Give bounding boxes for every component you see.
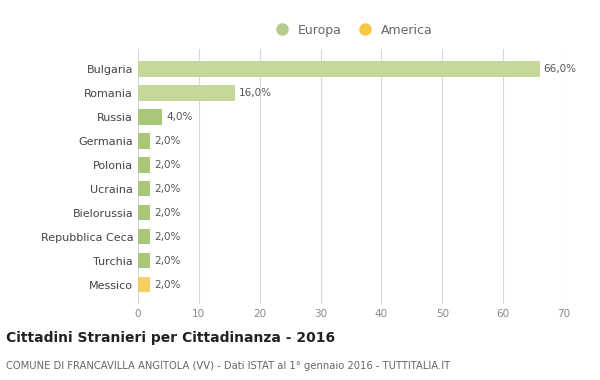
Bar bbox=[138, 181, 150, 196]
Text: COMUNE DI FRANCAVILLA ANGITOLA (VV) - Dati ISTAT al 1° gennaio 2016 - TUTTITALIA: COMUNE DI FRANCAVILLA ANGITOLA (VV) - Da… bbox=[6, 361, 450, 370]
Text: 2,0%: 2,0% bbox=[154, 136, 180, 146]
Text: 2,0%: 2,0% bbox=[154, 256, 180, 266]
Text: 2,0%: 2,0% bbox=[154, 208, 180, 218]
Bar bbox=[138, 109, 163, 125]
Text: 2,0%: 2,0% bbox=[154, 184, 180, 194]
Text: 66,0%: 66,0% bbox=[544, 64, 577, 74]
Legend: Europa, America: Europa, America bbox=[263, 17, 439, 43]
Text: 4,0%: 4,0% bbox=[166, 112, 193, 122]
Bar bbox=[138, 85, 235, 101]
Text: 2,0%: 2,0% bbox=[154, 280, 180, 290]
Bar bbox=[138, 61, 539, 76]
Bar bbox=[138, 133, 150, 149]
Text: Cittadini Stranieri per Cittadinanza - 2016: Cittadini Stranieri per Cittadinanza - 2… bbox=[6, 331, 335, 345]
Bar bbox=[138, 229, 150, 244]
Bar bbox=[138, 253, 150, 268]
Bar bbox=[138, 157, 150, 173]
Bar bbox=[138, 277, 150, 293]
Text: 2,0%: 2,0% bbox=[154, 160, 180, 170]
Bar bbox=[138, 205, 150, 220]
Text: 16,0%: 16,0% bbox=[239, 88, 272, 98]
Text: 2,0%: 2,0% bbox=[154, 232, 180, 242]
